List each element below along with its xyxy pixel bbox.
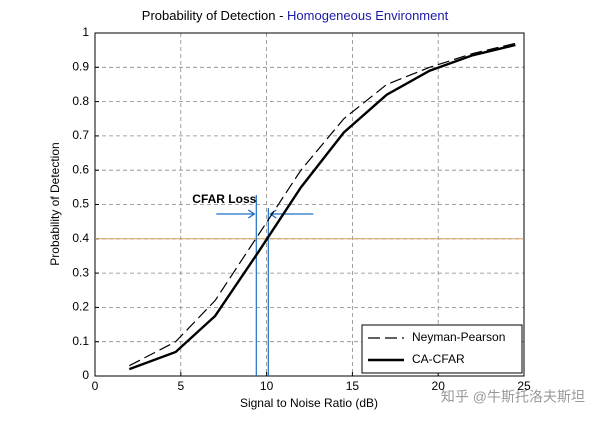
y-tick-label: 0.2 bbox=[72, 300, 89, 314]
title-part: Probability of Detection - bbox=[142, 8, 284, 23]
legend-label: Neyman-Pearson bbox=[412, 330, 505, 344]
x-axis-label: Signal to Noise Ratio (dB) bbox=[240, 396, 378, 410]
chart-title: Probability of Detection - Homogeneous E… bbox=[142, 8, 449, 23]
y-tick-label: 0.3 bbox=[72, 265, 89, 279]
series-line bbox=[128, 43, 516, 371]
title-part: Homogeneous Environment bbox=[287, 8, 449, 23]
plot-frame bbox=[94, 32, 525, 377]
y-tick-label: 0.9 bbox=[72, 59, 89, 73]
y-tick-label: 0.5 bbox=[72, 197, 89, 211]
annotation-text: CFAR Loss bbox=[192, 192, 256, 206]
x-tick-label: 0 bbox=[92, 379, 99, 393]
x-tick-label: 15 bbox=[346, 379, 360, 393]
legend-box bbox=[361, 324, 523, 374]
legend-label: CA-CFAR bbox=[412, 352, 465, 366]
arrow bbox=[269, 209, 314, 219]
y-tick-label: 0.4 bbox=[72, 231, 89, 245]
x-tick-label: 20 bbox=[432, 379, 446, 393]
x-tick-label: 25 bbox=[517, 379, 531, 393]
arrow bbox=[216, 209, 256, 219]
y-tick-label: 1 bbox=[82, 25, 89, 39]
x-tick-label: 10 bbox=[260, 379, 274, 393]
y-tick-label: 0.7 bbox=[72, 128, 89, 142]
y-tick-label: 0.6 bbox=[72, 162, 89, 176]
y-tick-label: 0.1 bbox=[72, 334, 89, 348]
x-tick-label: 5 bbox=[177, 379, 184, 393]
y-tick-label: 0.8 bbox=[72, 94, 89, 108]
y-tick-label: 0 bbox=[82, 368, 89, 382]
watermark: 知乎 @牛斯托洛夫斯坦 bbox=[441, 389, 585, 405]
series-line bbox=[129, 42, 516, 367]
y-axis-label: Probability of Detection bbox=[48, 142, 62, 265]
